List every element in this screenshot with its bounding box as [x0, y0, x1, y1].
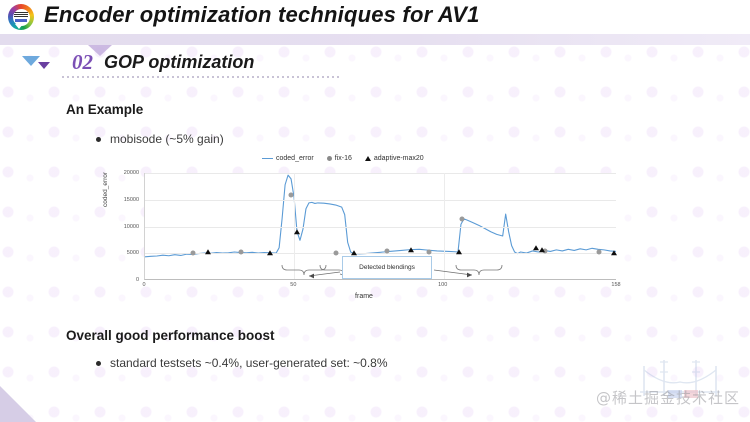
section-triangle-blue-icon: [22, 56, 40, 66]
bullet-dot-icon: [96, 360, 101, 366]
corner-triangle-decoration: [0, 386, 36, 422]
legend-label-coded-error: coded_error: [276, 155, 314, 162]
legend-label-fix-16: fix-16: [334, 155, 352, 162]
chart-marker-adaptive-max20: [294, 229, 301, 235]
bullet-dot-icon: [96, 136, 101, 142]
slide-title: Encoder optimization techniques for AV1: [44, 2, 480, 27]
chart-y-tick-label: 20000: [123, 170, 139, 176]
chart-marker-adaptive-max20: [267, 249, 274, 255]
chart-marker-fix-16: [333, 250, 339, 256]
detected-blendings-callout: Detected blendings: [342, 256, 432, 279]
coded-error-chart: coded_error fix-16 adaptive-max20 coded_…: [102, 155, 624, 310]
chart-vgridline: [294, 173, 296, 279]
bridge-watermark-icon: [640, 360, 720, 398]
chart-y-tick-label: 0: [135, 277, 139, 283]
title-bar: Encoder optimization techniques for AV1: [0, 0, 750, 34]
chart-gridline: [145, 253, 616, 255]
chart-y-tick-label: 10000: [123, 223, 139, 230]
chart-marker-fix-16: [426, 249, 432, 255]
chart-x-tick-label: 50: [290, 282, 297, 288]
section-title: GOP optimization: [104, 52, 255, 72]
brand-circle-logo-icon: [8, 4, 34, 30]
legend-label-adaptive-max20: adaptive-max20: [373, 155, 424, 162]
heading-an-example: An Example: [66, 102, 144, 117]
chart-x-tick-label: 100: [438, 282, 448, 288]
chart-gridline: [145, 173, 616, 174]
bullet-testsets: standard testsets ~0.4%, user-generated …: [96, 356, 388, 370]
chart-marker-adaptive-max20: [455, 249, 462, 255]
chart-legend: coded_error fix-16 adaptive-max20: [262, 155, 424, 162]
bullet-mobisode-label: mobisode (~5% gain): [110, 132, 224, 146]
chart-marker-adaptive-max20: [204, 249, 211, 255]
bullet-testsets-label: standard testsets ~0.4%, user-generated …: [110, 356, 388, 370]
legend-line-icon: [262, 158, 273, 159]
legend-circle-icon: [326, 156, 332, 161]
legend-item-coded-error: coded_error: [262, 155, 314, 162]
site-watermark: @稀土掘金技术社区: [595, 389, 740, 407]
chart-marker-fix-16: [190, 250, 196, 256]
band-triangle-icon: [88, 45, 112, 56]
section-dotted-rule: [62, 76, 342, 78]
section-triangle-purple-icon: [38, 62, 50, 69]
chart-marker-fix-16: [384, 248, 390, 254]
chart-marker-adaptive-max20: [407, 246, 414, 252]
chart-vgridline: [443, 173, 445, 279]
chart-marker-adaptive-max20: [611, 249, 617, 255]
bullet-mobisode: mobisode (~5% gain): [96, 132, 224, 146]
legend-triangle-icon: [364, 156, 371, 161]
header-band: [0, 34, 750, 45]
chart-marker-adaptive-max20: [351, 250, 358, 256]
heading-performance-boost: Overall good performance boost: [66, 328, 275, 343]
chart-x-axis-label: frame: [355, 293, 373, 300]
chart-marker-adaptive-max20: [533, 245, 540, 251]
legend-item-adaptive-max20: adaptive-max20: [364, 155, 424, 162]
chart-x-tick-label: 158: [611, 282, 621, 288]
chart-gridline: [145, 199, 616, 201]
coded-error-line: [145, 175, 616, 257]
chart-gridline: [145, 226, 616, 228]
chart-y-tick-label: 5000: [126, 250, 139, 257]
chart-marker-fix-16: [238, 249, 244, 255]
chart-marker-fix-16: [459, 216, 465, 222]
chart-marker-fix-16: [288, 192, 294, 198]
chart-marker-adaptive-max20: [539, 246, 546, 252]
chart-marker-fix-16: [596, 249, 602, 255]
legend-item-fix-16: fix-16: [326, 155, 352, 162]
chart-y-tick-label: 15000: [123, 196, 139, 203]
chart-x-tick-label: 0: [142, 282, 146, 288]
section-number: 02: [72, 50, 93, 74]
